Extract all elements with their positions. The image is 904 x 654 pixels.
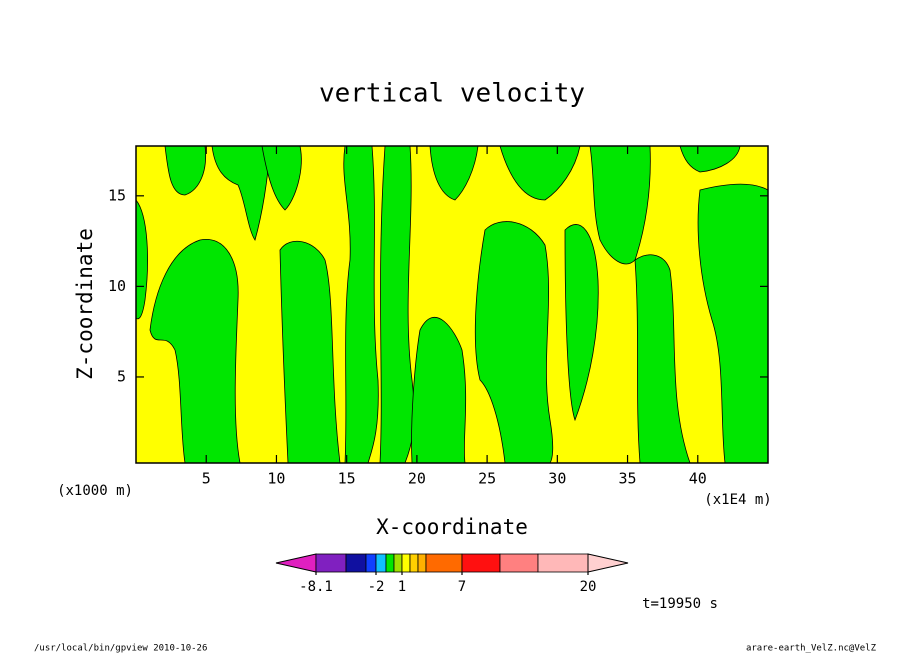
contour-region: [589, 145, 651, 265]
y-tick-label: 10: [108, 277, 126, 295]
contour-region: [411, 316, 467, 464]
colorbar-box: [315, 553, 347, 573]
contour-region: [149, 238, 241, 464]
colorbar-box: [401, 553, 411, 573]
colorbar-box: [417, 553, 427, 573]
x-tick-label: 20: [408, 470, 426, 488]
x-tick-label: 15: [338, 470, 356, 488]
x-tick-label: 30: [548, 470, 566, 488]
colorbar-box: [393, 553, 403, 573]
contour-region: [697, 183, 769, 464]
colorbar-box: [499, 553, 539, 573]
contour-region: [429, 145, 479, 201]
contour-region: [343, 145, 379, 464]
contour-region: [211, 145, 271, 241]
colorbar-box: [409, 553, 419, 573]
contour-region: [164, 145, 207, 196]
x-tick-label: 35: [619, 470, 637, 488]
contour-region: [564, 224, 599, 422]
footer-left: /usr/local/bin/gpview 2010-10-26: [34, 644, 207, 654]
y-tick-label: 15: [108, 186, 126, 204]
contour-field: [135, 145, 769, 464]
contour-region: [634, 254, 691, 464]
colorbar-box: [375, 553, 387, 573]
x-tick-label: 25: [478, 470, 496, 488]
colorbar-box: [461, 553, 501, 573]
contour-region: [135, 198, 148, 320]
colorbar-tick-label: 1: [398, 579, 406, 595]
time-label: t=19950 s: [642, 596, 718, 612]
y-axis-title: Z-coordinate: [73, 228, 97, 380]
contour-region: [261, 145, 302, 211]
colorbar-box: [385, 553, 395, 573]
colorbar-end: [587, 553, 629, 573]
x-tick-label: 5: [202, 470, 211, 488]
x-unit-right: (x1E4 m): [704, 492, 771, 508]
plot-frame: [135, 145, 769, 464]
colorbar: -8.1 -2 1 7 20: [275, 553, 629, 595]
colorbar-box: [425, 553, 463, 573]
footer-right: arare-earth_VelZ.nc@VelZ: [746, 644, 877, 654]
x-tick-label: 40: [689, 470, 707, 488]
contour-region: [279, 241, 341, 464]
colorbar-tick-label: -8.1: [299, 579, 333, 595]
x-unit-left: (x1000 m): [57, 483, 133, 499]
colorbar-box: [537, 553, 589, 573]
contour-region: [474, 221, 554, 464]
contour-region: [499, 145, 581, 201]
colorbar-tick-label: 7: [458, 579, 466, 595]
colorbar-tick-label: 20: [580, 579, 597, 595]
colorbar-tick-label: -2: [368, 579, 385, 595]
x-axis-title: X-coordinate: [376, 515, 528, 539]
colorbar-end: [275, 553, 317, 573]
y-tick-label: 5: [117, 367, 126, 385]
chart-title: vertical velocity: [319, 79, 585, 109]
colorbar-box: [345, 553, 367, 573]
contour-regions: [135, 145, 769, 464]
ticks: 5 10 15 20 25 30 35 40 5 10 15: [108, 146, 768, 488]
contour-region: [679, 145, 741, 173]
x-tick-label: 10: [267, 470, 285, 488]
colorbar-box: [365, 553, 377, 573]
